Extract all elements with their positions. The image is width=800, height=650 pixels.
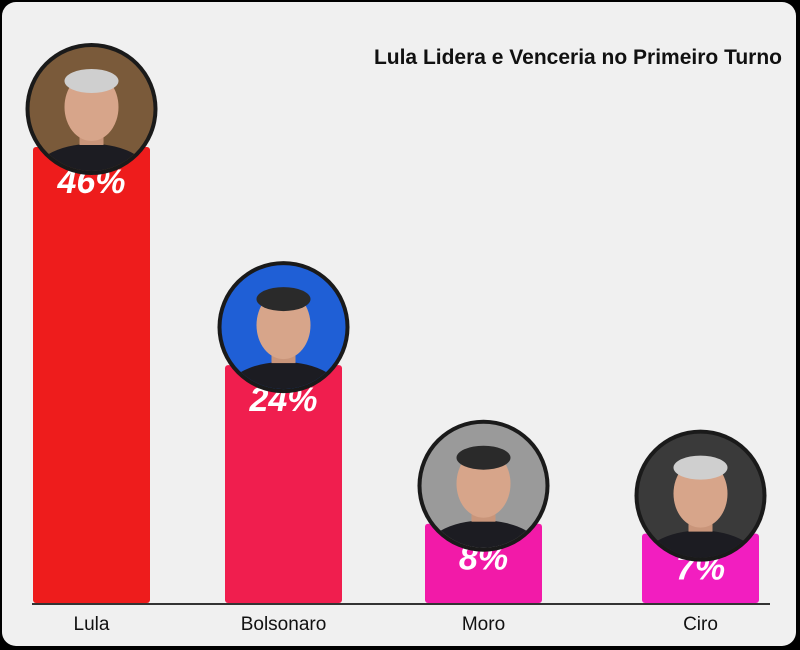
category-label-lula: Lula — [74, 614, 110, 635]
bar-lula — [33, 147, 150, 603]
category-label-moro: Moro — [462, 614, 505, 635]
avatar-bolsonaro — [217, 261, 350, 394]
avatar-lula — [25, 43, 158, 175]
chart-title: Lula Lidera e Venceria no Primeiro Turno — [373, 46, 782, 69]
bar-bolsonaro — [225, 365, 342, 603]
category-label-bolsonaro: Bolsonaro — [241, 614, 327, 635]
avatar-moro — [417, 419, 550, 552]
avatar-ciro — [634, 429, 767, 562]
category-label-ciro: Ciro — [683, 614, 718, 635]
